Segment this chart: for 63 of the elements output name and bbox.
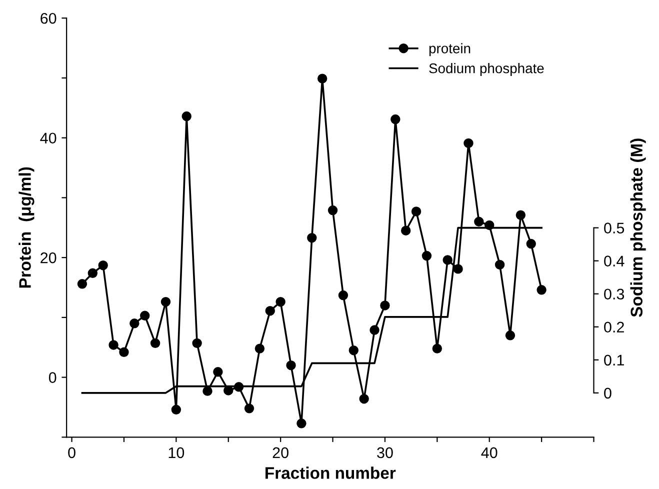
legend-label: Sodium phosphate bbox=[429, 63, 544, 76]
point bbox=[140, 310, 150, 320]
point bbox=[536, 285, 546, 295]
x-tick-label: 10 bbox=[168, 447, 184, 458]
point bbox=[286, 360, 296, 370]
point bbox=[265, 306, 275, 316]
y2-tick-label: 0.5 bbox=[604, 222, 624, 234]
point bbox=[464, 138, 474, 148]
point bbox=[516, 210, 526, 220]
point bbox=[171, 404, 182, 414]
point bbox=[150, 338, 160, 348]
x-tick-label: 0 bbox=[68, 447, 76, 458]
point bbox=[77, 279, 88, 289]
x-tick-label: 30 bbox=[377, 447, 393, 458]
point bbox=[88, 268, 98, 278]
y2-tick-label: 0 bbox=[604, 388, 612, 399]
point bbox=[338, 290, 348, 300]
y2-tick-label: 0.3 bbox=[604, 288, 624, 300]
point bbox=[494, 260, 505, 270]
x-tick-label: 40 bbox=[481, 447, 498, 458]
point bbox=[432, 344, 442, 354]
point bbox=[505, 330, 516, 340]
y2-axis-title: Sodium phosphate (M) bbox=[630, 138, 646, 317]
point bbox=[317, 74, 328, 84]
x-tick-label: 20 bbox=[272, 447, 288, 458]
point bbox=[224, 386, 234, 396]
point bbox=[453, 264, 463, 274]
y2-tick-label: 0.2 bbox=[604, 322, 624, 333]
point bbox=[370, 325, 380, 335]
y-axis-title: Protein (μg/ml) bbox=[18, 167, 34, 288]
y2-tick-label: 0.1 bbox=[604, 354, 624, 366]
y2-tick-label: 0.4 bbox=[604, 256, 624, 267]
point bbox=[98, 260, 108, 270]
point bbox=[182, 111, 192, 122]
point bbox=[276, 297, 286, 307]
point bbox=[130, 318, 140, 328]
y-tick-label: 40 bbox=[40, 132, 56, 144]
y-tick-label: 60 bbox=[40, 12, 56, 24]
point bbox=[160, 297, 171, 307]
y-tick-label: 0 bbox=[48, 372, 56, 383]
point bbox=[213, 367, 223, 377]
point bbox=[422, 250, 432, 261]
point bbox=[411, 206, 422, 216]
point bbox=[380, 300, 390, 310]
legend-label: protein bbox=[429, 43, 470, 56]
point bbox=[526, 238, 536, 249]
point bbox=[328, 205, 338, 216]
point bbox=[192, 338, 202, 348]
point bbox=[442, 255, 452, 265]
point bbox=[108, 340, 118, 350]
x-axis-title: Fraction number bbox=[266, 466, 396, 479]
point bbox=[474, 216, 484, 227]
point bbox=[390, 114, 400, 124]
point bbox=[202, 386, 212, 396]
point bbox=[119, 347, 129, 358]
point bbox=[307, 232, 317, 243]
point bbox=[244, 404, 254, 414]
y-tick-label: 20 bbox=[40, 252, 56, 264]
point bbox=[348, 345, 359, 356]
point bbox=[400, 226, 411, 236]
point bbox=[359, 394, 369, 404]
point bbox=[254, 344, 265, 354]
point bbox=[296, 418, 306, 428]
